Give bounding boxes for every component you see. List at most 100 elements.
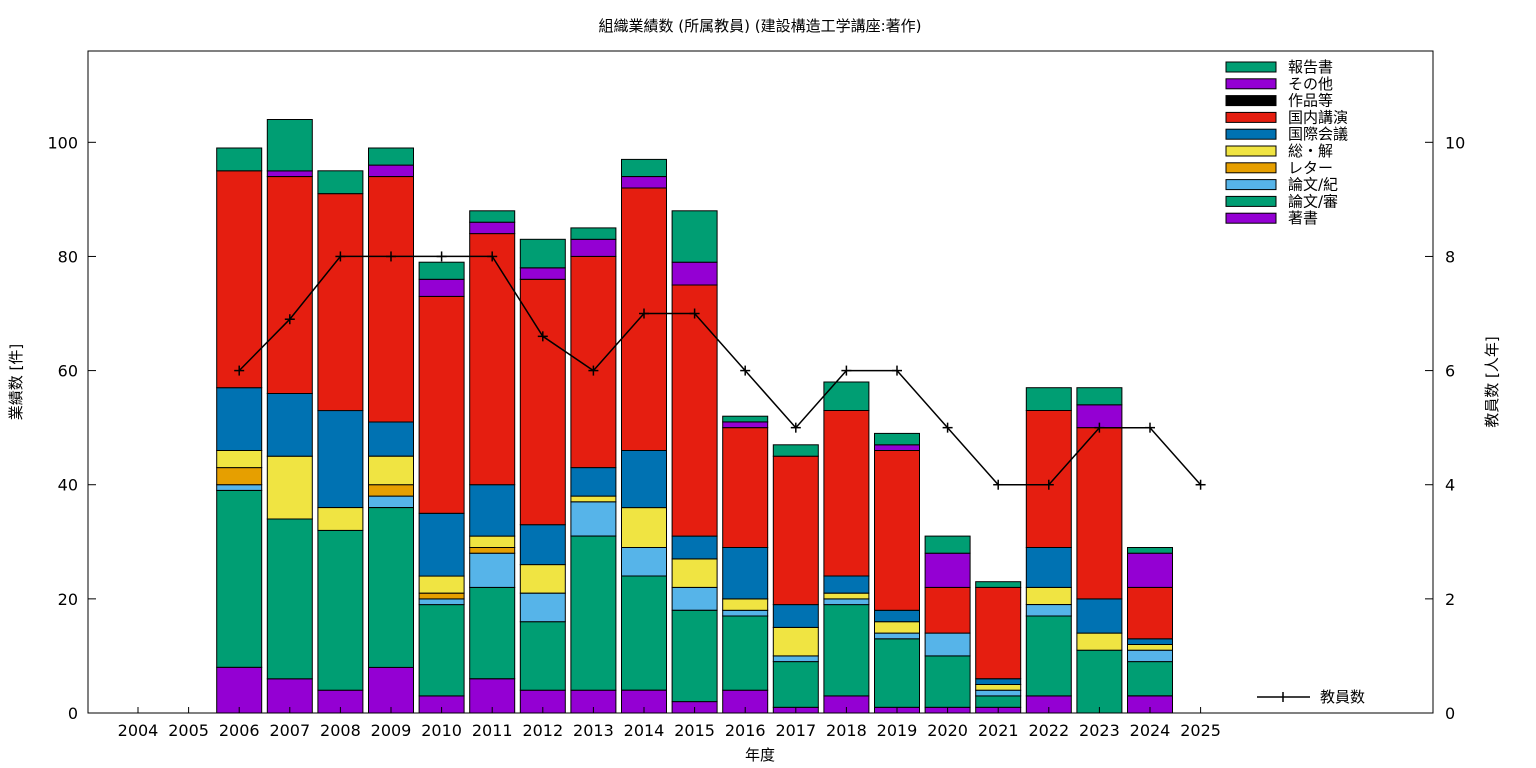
bar-segment-2014-s2 <box>621 547 667 577</box>
legend-line-label: 教員数 <box>1320 688 1365 706</box>
legend-label: レター <box>1288 159 1333 177</box>
bar-segment-2009-s3 <box>368 484 414 497</box>
bar-segment-2012-s9 <box>519 238 566 269</box>
bar-segment-2010-s6 <box>418 295 465 514</box>
bar-segment-2022-s5 <box>1025 547 1072 588</box>
bar-segment-2011-s5 <box>469 484 516 537</box>
x-tick-label: 2008 <box>320 721 361 740</box>
bar-segment-2024-s4 <box>1127 644 1173 651</box>
legend-label: 作品等 <box>1288 92 1333 110</box>
bar-segment-2009-s2 <box>368 495 414 509</box>
bar-segment-2011-s1 <box>469 586 516 680</box>
line-point-2014 <box>639 308 649 319</box>
bar-segment-2016-s1 <box>722 615 769 691</box>
bar-segment-2024-s5 <box>1127 638 1173 645</box>
legend-label: 論文/紀 <box>1288 176 1338 194</box>
bar-segment-2009-s9 <box>368 147 414 166</box>
x-axis-title: 年度 <box>745 746 775 764</box>
line-point-2017 <box>790 422 801 433</box>
legend-label: 報告書 <box>1288 58 1333 76</box>
line-point-2006 <box>234 365 245 376</box>
bar-segment-2016-s5 <box>722 547 769 600</box>
line-point-2010 <box>436 251 447 262</box>
line-series-teachers <box>238 255 1202 486</box>
y-tick-label: 80 <box>58 247 78 266</box>
bar-segment-2017-s9 <box>772 444 819 457</box>
bar-segment-2012-s1 <box>519 621 566 691</box>
y2-tick-label: 10 <box>1445 133 1465 152</box>
bar-segment-2016-s8 <box>722 421 769 429</box>
bar-segment-2006-s1 <box>216 489 263 668</box>
x-tick-label: 2013 <box>573 721 614 740</box>
line-point-2018 <box>841 365 852 376</box>
bar-segment-2013-s4 <box>570 495 617 503</box>
bar-segment-2014-s4 <box>621 507 667 549</box>
x-tick-label: 2023 <box>1079 721 1120 740</box>
bar-segment-2016-s4 <box>722 598 769 611</box>
bar-segment-2017-s4 <box>772 626 819 657</box>
bar-segment-2008-s4 <box>317 507 364 531</box>
legend-label: 国内講演 <box>1288 108 1348 126</box>
x-tick-label: 2006 <box>219 721 260 740</box>
bar-segment-2024-s6 <box>1127 586 1173 640</box>
x-tick-label: 2019 <box>877 721 918 740</box>
x-tick-label: 2005 <box>168 721 209 740</box>
bar-segment-2010-s4 <box>418 575 465 594</box>
bar-segment-2006-s2 <box>216 484 263 491</box>
bar-segment-2006-s5 <box>216 387 263 452</box>
x-tick-label: 2007 <box>269 721 310 740</box>
legend-label: 国際会議 <box>1288 125 1348 143</box>
x-tick-label: 2012 <box>522 721 563 740</box>
bar-segment-2011-s2 <box>469 552 516 588</box>
bar-segment-2019-s2 <box>874 632 920 640</box>
line-point-2019 <box>892 365 902 376</box>
bar-segment-2016-s9 <box>722 415 769 423</box>
y2-tick-label: 2 <box>1445 590 1455 609</box>
legend-swatch <box>1225 162 1277 174</box>
bar-segment-2011-s6 <box>469 233 516 486</box>
bar-segment-2019-s1 <box>874 638 920 708</box>
line-layer <box>234 251 1206 490</box>
bar-segment-2023-s6 <box>1076 427 1123 600</box>
line-point-2009 <box>386 251 396 262</box>
bar-segment-2014-s9 <box>621 158 667 177</box>
bar-segment-2023-s5 <box>1076 598 1123 634</box>
bar-segment-2015-s4 <box>671 558 718 588</box>
bar-segment-2012-s2 <box>519 592 566 623</box>
line-point-2012 <box>537 331 548 342</box>
bar-segment-2007-s6 <box>266 176 313 394</box>
bar-segment-2009-s8 <box>368 164 414 178</box>
bar-segment-2021-s5 <box>975 678 1022 685</box>
x-tick-label: 2018 <box>826 721 867 740</box>
bar-segment-2011-s8 <box>469 221 516 235</box>
y-tick-label: 60 <box>58 362 78 381</box>
bar-segment-2016-s2 <box>722 609 769 617</box>
bar-segment-2024-s2 <box>1127 649 1173 663</box>
bar-segment-2020-s8 <box>924 552 971 588</box>
plot-frame <box>87 50 1434 714</box>
line-point-2008 <box>335 251 346 262</box>
y2-tick-label: 6 <box>1445 362 1455 381</box>
bar-segment-2009-s5 <box>368 421 414 457</box>
bar-segment-2023-s1 <box>1076 649 1123 714</box>
bar-segment-2015-s6 <box>671 284 718 537</box>
x-tick-label: 2021 <box>978 721 1019 740</box>
line-point-2021 <box>993 479 1004 490</box>
bar-segment-2015-s1 <box>671 609 718 703</box>
bar-segment-2008-s1 <box>317 529 364 691</box>
bar-segment-2022-s4 <box>1025 586 1072 606</box>
bar-segment-2006-s3 <box>216 467 263 486</box>
x-tick-label: 2025 <box>1180 721 1221 740</box>
bar-segment-2007-s9 <box>266 119 313 172</box>
bar-segment-2023-s4 <box>1076 632 1123 651</box>
bar-segment-2006-s0 <box>216 666 263 714</box>
bar-segment-2010-s1 <box>418 604 465 697</box>
bar-segment-2010-s2 <box>418 598 465 606</box>
line-point-2015 <box>689 308 700 319</box>
bar-segment-2018-s6 <box>823 410 870 577</box>
bar-segment-2008-s6 <box>317 193 364 412</box>
legend-swatch <box>1225 78 1277 90</box>
y2-axis-title: 教員数 [人年] <box>1483 336 1501 427</box>
bar-segment-2014-s1 <box>621 575 667 691</box>
bar-segment-2006-s9 <box>216 147 263 172</box>
